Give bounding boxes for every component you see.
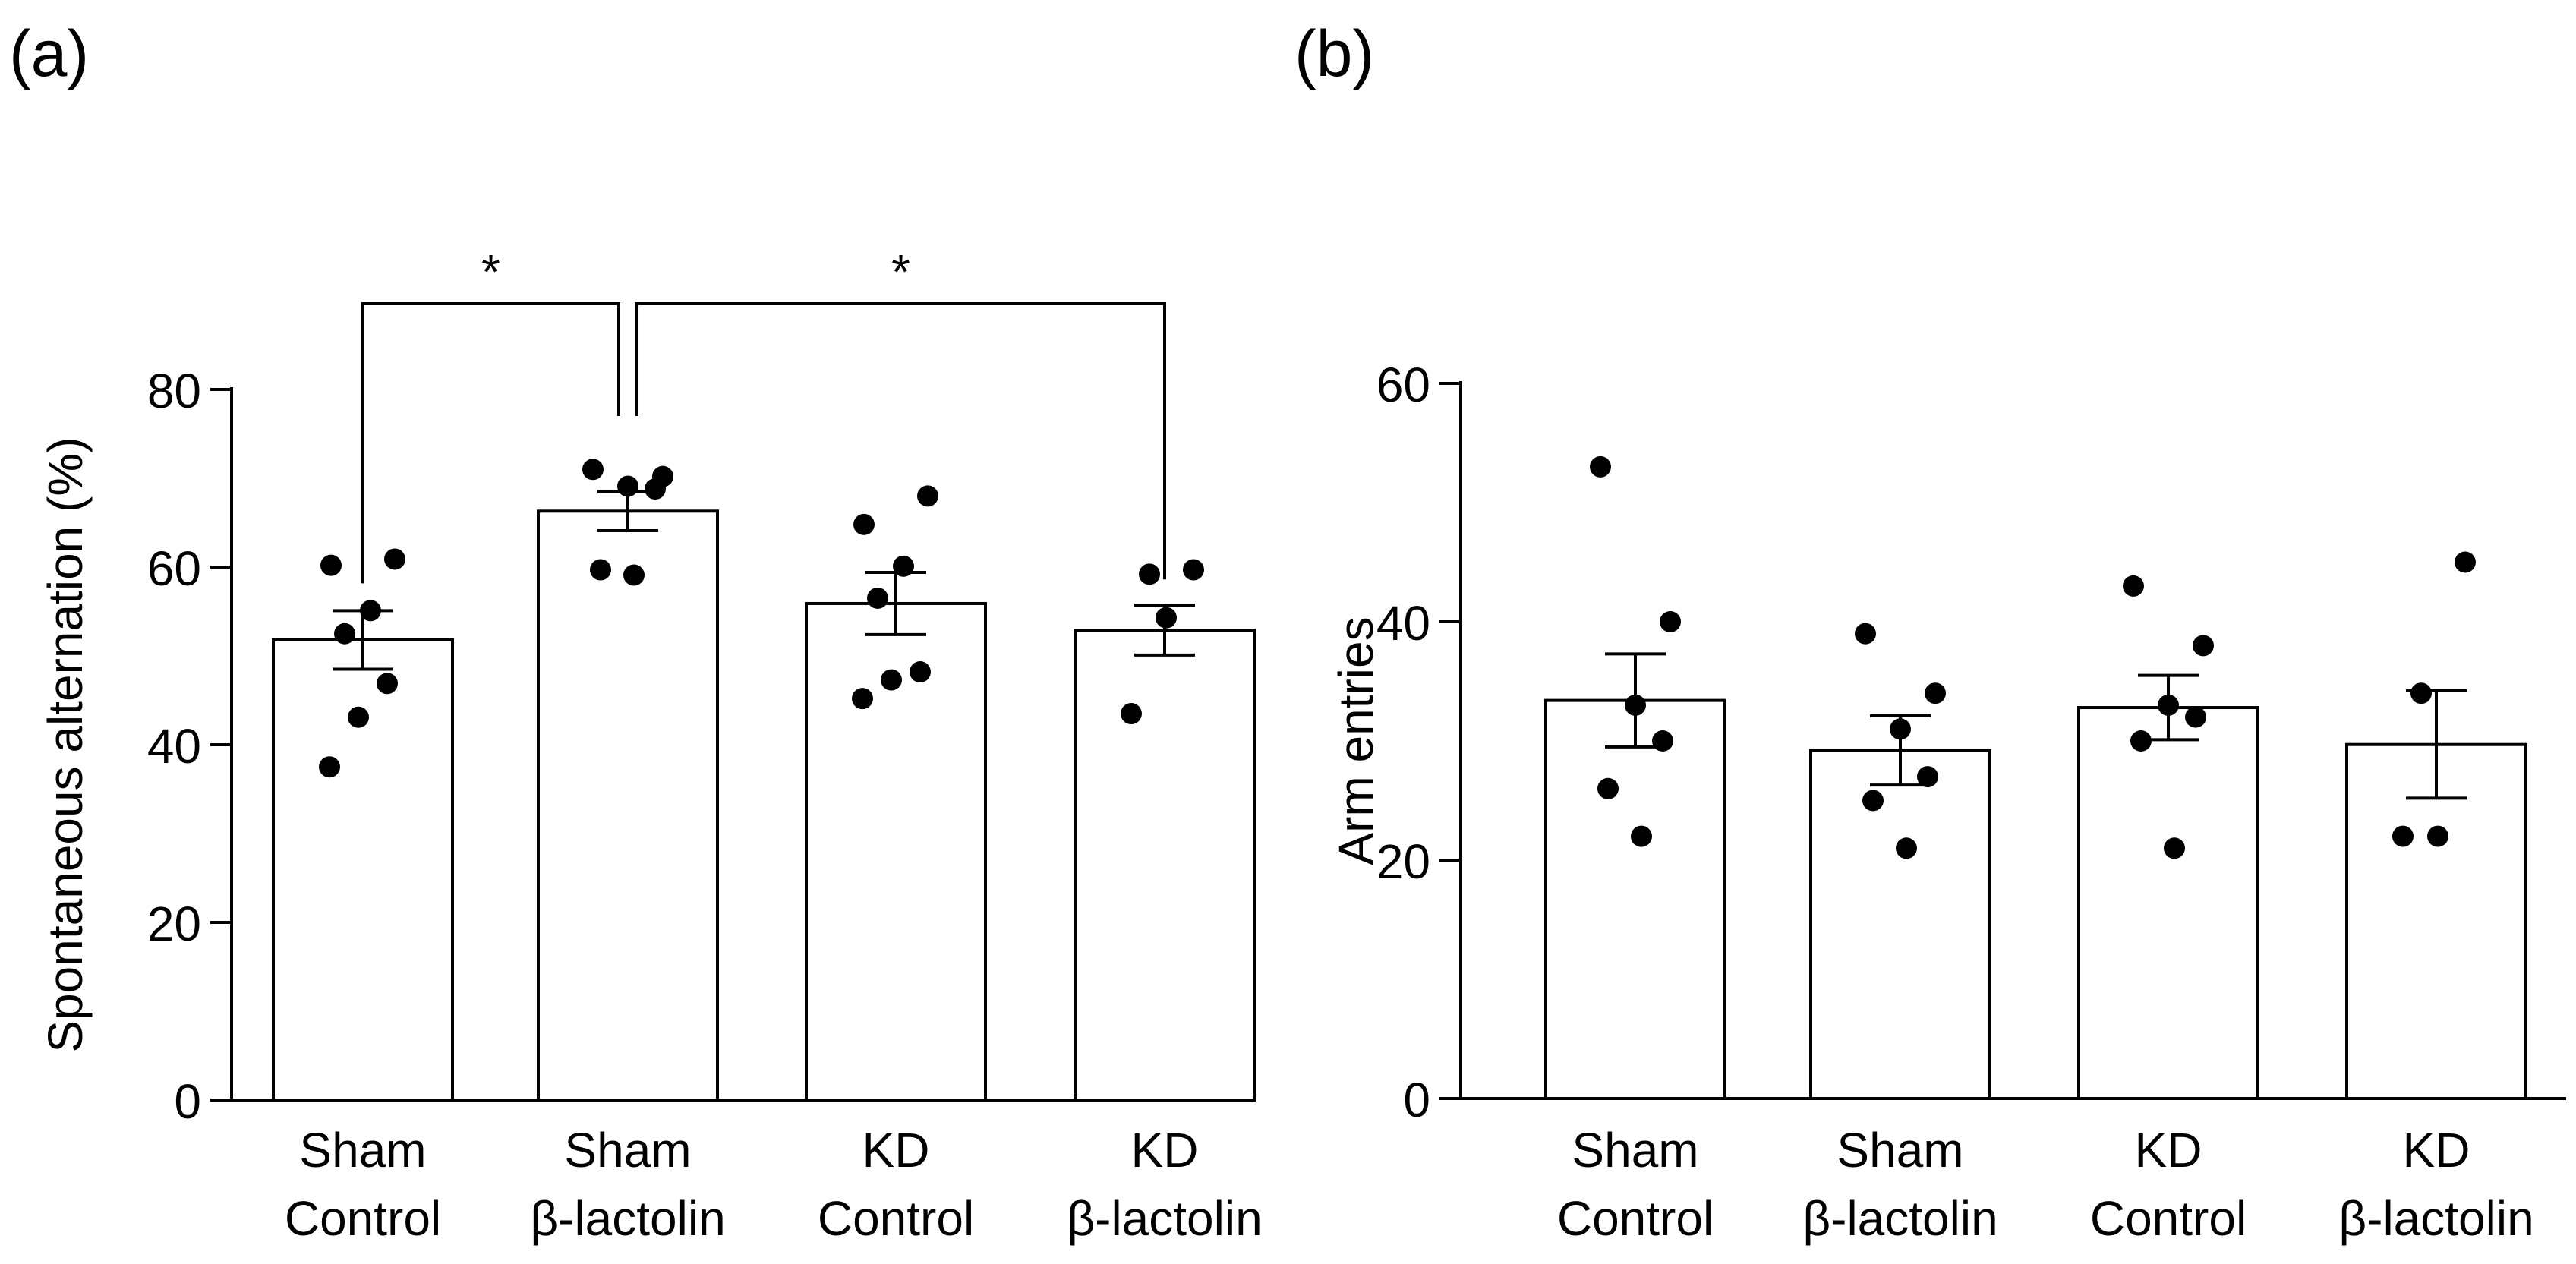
- data-point: [1917, 766, 1938, 788]
- data-point: [2193, 635, 2214, 657]
- x-category-label: Control: [2090, 1191, 2247, 1246]
- x-category-label: β-lactolin: [2338, 1191, 2533, 1246]
- y-axis-title: Spontaneous alternation (%): [38, 437, 93, 1052]
- data-point: [893, 555, 914, 577]
- data-point: [852, 688, 873, 710]
- data-point: [2185, 706, 2206, 728]
- data-point: [853, 513, 875, 535]
- data-point: [2392, 825, 2414, 847]
- y-tick-label: 0: [174, 1074, 201, 1129]
- x-category-label: Sham: [299, 1123, 426, 1177]
- significance-star: *: [891, 244, 910, 299]
- data-point: [2455, 551, 2476, 573]
- x-category-label: Control: [818, 1191, 974, 1246]
- data-point: [1183, 559, 1204, 581]
- data-point: [2410, 682, 2432, 704]
- y-tick-label: 20: [1376, 834, 1430, 889]
- data-point: [1625, 694, 1646, 716]
- x-category-label: KD: [1131, 1123, 1199, 1177]
- data-point: [1855, 623, 1876, 645]
- data-point: [384, 548, 405, 570]
- y-tick-label: 40: [1376, 596, 1430, 651]
- significance-bracket: [635, 302, 1166, 580]
- significance-star: *: [481, 244, 500, 299]
- data-point: [645, 478, 666, 500]
- significance-bracket: [361, 302, 620, 584]
- x-category-label: β-lactolin: [1802, 1191, 1997, 1246]
- y-tick-label: 0: [1403, 1073, 1430, 1127]
- data-point: [917, 485, 938, 507]
- data-point: [910, 661, 931, 683]
- data-point: [320, 554, 342, 576]
- y-tick-label: 60: [1376, 358, 1430, 412]
- data-point: [1925, 682, 1946, 704]
- y-tick-label: 60: [147, 541, 201, 596]
- bar: [1809, 749, 1991, 1100]
- data-point: [582, 459, 604, 481]
- data-point: [623, 564, 645, 586]
- bar: [537, 509, 719, 1102]
- x-category-label: KD: [2135, 1123, 2202, 1177]
- y-tick-label: 40: [147, 719, 201, 774]
- data-point: [2164, 837, 2185, 859]
- x-category-label: Control: [1557, 1191, 1714, 1246]
- bar: [1544, 698, 1726, 1100]
- data-point: [881, 669, 902, 691]
- x-category-label: β-lactolin: [530, 1191, 725, 1246]
- y-tick-label: 80: [147, 364, 201, 418]
- data-point: [1896, 837, 1917, 859]
- data-point: [1590, 455, 1611, 478]
- data-point: [1597, 777, 1619, 799]
- x-category-label: KD: [862, 1123, 930, 1177]
- x-category-label: β-lactolin: [1067, 1191, 1262, 1246]
- chart-a: 0 20 40 60 80 Spontaneous alternation (%) Sham…: [38, 244, 1263, 1246]
- bar: [2345, 742, 2527, 1101]
- data-point: [2427, 825, 2448, 847]
- data-point: [2130, 730, 2152, 752]
- y-axis-title: Arm entries: [1329, 616, 1383, 865]
- data-point: [334, 623, 355, 645]
- y-tick-label: 20: [147, 897, 201, 951]
- data-point: [867, 587, 888, 609]
- chart-b: 0 20 40 60 Arm entries Sham Control Sham β-lacto…: [1329, 358, 2566, 1246]
- x-category-label: Sham: [564, 1123, 691, 1177]
- data-point: [590, 559, 611, 581]
- panel-b-label: (b): [1294, 17, 1374, 90]
- data-point: [1652, 730, 1673, 752]
- data-point: [2158, 694, 2179, 716]
- data-point: [1862, 790, 1884, 812]
- data-point: [1121, 703, 1142, 725]
- data-point: [377, 673, 398, 695]
- data-point: [617, 475, 638, 497]
- x-category-label: Control: [285, 1191, 441, 1246]
- data-point: [1660, 611, 1681, 632]
- data-point: [360, 600, 381, 622]
- x-category-label: Sham: [1572, 1123, 1698, 1177]
- bar: [2077, 706, 2259, 1100]
- data-point: [348, 706, 369, 728]
- data-point: [1139, 563, 1160, 585]
- data-point: [319, 756, 340, 778]
- data-point: [2123, 575, 2144, 597]
- bar: [1074, 629, 1256, 1102]
- data-point: [1156, 607, 1177, 629]
- data-point: [1890, 718, 1911, 740]
- data-point: [1631, 825, 1652, 847]
- panel-a-label: (a): [9, 17, 89, 90]
- x-category-label: Sham: [1837, 1123, 1963, 1177]
- x-category-label: KD: [2403, 1123, 2470, 1177]
